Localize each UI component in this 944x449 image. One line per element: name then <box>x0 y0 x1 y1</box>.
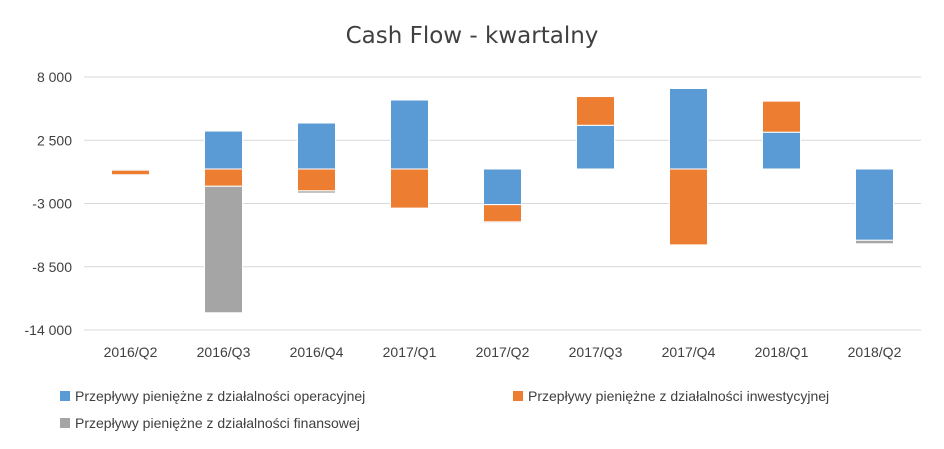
bar-segment <box>576 96 615 126</box>
bar-segment <box>483 221 522 224</box>
x-tick-label: 2016/Q4 <box>290 344 344 360</box>
x-tick-label: 2017/Q4 <box>662 344 716 360</box>
bars <box>111 88 894 314</box>
bar-segment <box>297 168 336 192</box>
x-tick-label: 2017/Q2 <box>476 344 530 360</box>
y-tick-label: -14 000 <box>25 322 73 338</box>
axes: 8 000 2 500 -3 000 -8 500 -14 000 2016/Q2 2016… <box>25 69 902 360</box>
bar-segment <box>204 185 243 314</box>
bar-segment <box>762 100 801 133</box>
legend-label: Przepływy pieniężne z działalności finan… <box>75 415 360 431</box>
bar-segment <box>669 168 708 246</box>
bar-segment <box>297 190 336 194</box>
legend-label: Przepływy pieniężne z działalności opera… <box>75 388 365 404</box>
x-tick-label: 2017/Q3 <box>569 344 623 360</box>
y-tick-label: -3 000 <box>32 196 72 212</box>
x-tick-label: 2018/Q2 <box>848 344 902 360</box>
y-tick-label: -8 500 <box>32 259 72 275</box>
legend-label: Przepływy pieniężne z działalności inwes… <box>528 388 829 404</box>
bar-segment <box>576 124 615 170</box>
x-tick-label: 2016/Q2 <box>104 344 158 360</box>
legend-swatch <box>513 391 523 401</box>
bar-segment <box>483 168 522 206</box>
chart-title: Cash Flow - kwartalny <box>346 23 599 49</box>
bar-segment <box>204 168 243 187</box>
bar-segment <box>297 122 336 170</box>
bar-segment <box>855 168 894 241</box>
bar-segment <box>111 169 150 176</box>
y-tick-label: 2 500 <box>37 132 72 148</box>
legend-swatch <box>60 418 70 428</box>
bar-segment <box>669 88 708 170</box>
legend: Przepływy pieniężne z działalności opera… <box>60 388 829 431</box>
bar-segment <box>762 131 801 170</box>
bar-segment <box>204 130 243 170</box>
x-tick-label: 2018/Q1 <box>755 344 809 360</box>
bar-segment <box>855 239 894 245</box>
y-tick-label: 8 000 <box>37 69 72 85</box>
x-tick-label: 2016/Q3 <box>197 344 251 360</box>
x-tick-label: 2017/Q1 <box>383 344 437 360</box>
bar-segment <box>390 99 429 170</box>
bar-segment <box>390 168 429 209</box>
legend-swatch <box>60 391 70 401</box>
bar-segment <box>483 204 522 223</box>
